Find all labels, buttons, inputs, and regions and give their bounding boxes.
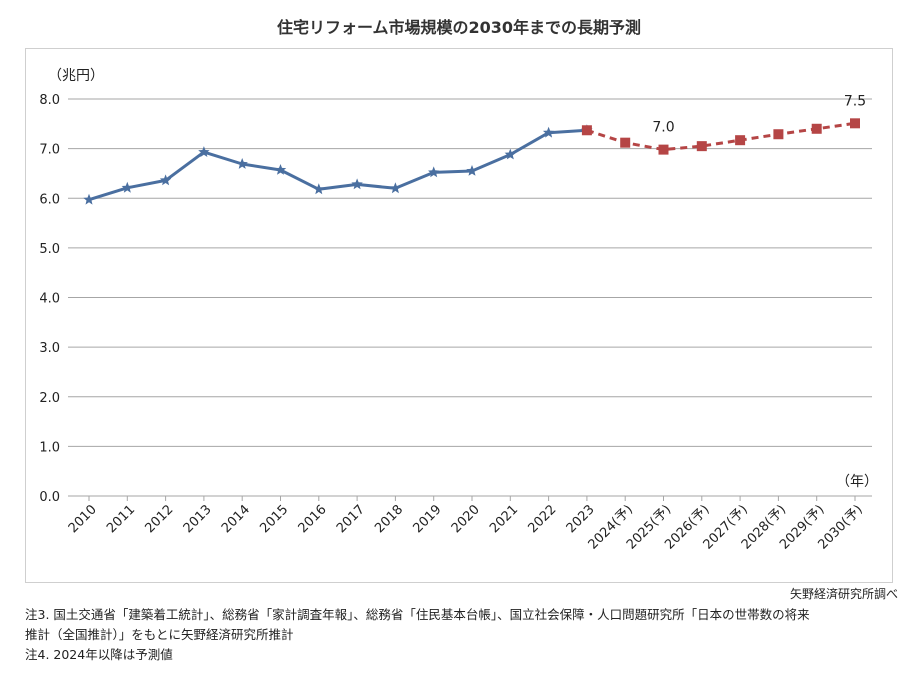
x-tick-label: 2014	[219, 502, 253, 536]
y-tick-label: 7.0	[39, 143, 60, 158]
forecast-data-point	[735, 135, 746, 146]
actual-data-point	[542, 126, 555, 138]
y-tick-label: 5.0	[39, 242, 60, 257]
y-tick-label: 3.0	[39, 341, 60, 356]
x-tick-label: 2010	[66, 502, 100, 536]
actual-data-point	[466, 165, 478, 176]
x-tick-label: 2011	[104, 502, 138, 536]
footnote-3-line-2: 推計（全国推計）」をもとに矢野経済研究所推計	[25, 627, 294, 642]
y-tick-label: 1.0	[39, 440, 60, 455]
line-chart: 0.01.02.03.04.05.06.07.08.0（兆円）（年）2010 20…	[39, 68, 878, 553]
forecast-series-line	[586, 121, 856, 152]
actual-series-line	[88, 128, 587, 202]
y-tick-label: 8.0	[39, 93, 60, 108]
actual-data-point	[121, 181, 133, 193]
y-axis-label: （兆円）	[48, 68, 104, 84]
y-tick-label: 6.0	[39, 192, 60, 207]
x-tick-label: 2022	[525, 502, 559, 536]
x-tick-label: 2016	[296, 502, 330, 536]
x-tick-label: 2019	[411, 502, 445, 536]
actual-data-point	[274, 164, 287, 175]
actual-data-point	[313, 183, 325, 195]
x-tick-label: 2018	[372, 502, 406, 536]
x-tick-label: 2021	[487, 502, 521, 536]
forecast-data-point	[658, 144, 669, 155]
source-credit: 矢野経済研究所調べ	[789, 587, 898, 601]
forecast-data-point	[850, 118, 860, 129]
actual-data-point	[159, 174, 172, 186]
x-tick-label: 2020	[449, 502, 483, 536]
forecast-data-point	[773, 129, 784, 140]
y-tick-label: 4.0	[39, 292, 60, 307]
actual-data-point	[236, 158, 248, 169]
footnotes: 注3. 国土交通省「建築着工統計」、総務省「家計調査年報」、総務省「住民基本台帳…	[25, 605, 905, 665]
x-axis-label: （年）	[836, 474, 878, 490]
x-tick-label: 2015	[257, 502, 291, 536]
x-tick-label: 2017	[334, 502, 368, 536]
data-label: 7.5	[844, 93, 866, 109]
footnote-3-line-1: 注3. 国土交通省「建築着工統計」、総務省「家計調査年報」、総務省「住民基本台帳…	[25, 607, 810, 622]
actual-data-point	[83, 193, 95, 205]
x-tick-label: 2012	[142, 502, 176, 536]
x-tick-label: 2013	[181, 502, 215, 536]
forecast-data-point	[696, 141, 707, 152]
chart-title: 住宅リフォーム市場規模の2030年までの長期予測	[276, 18, 642, 37]
y-tick-label: 0.0	[39, 490, 60, 505]
footnote-4: 注4. 2024年以降は予測値	[25, 647, 173, 662]
actual-data-point	[351, 178, 363, 190]
actual-data-point	[198, 146, 210, 157]
actual-data-point	[504, 148, 516, 160]
forecast-data-point	[811, 123, 822, 134]
y-tick-label: 2.0	[39, 391, 60, 406]
actual-data-point	[428, 166, 440, 178]
chart-frame	[25, 48, 893, 583]
actual-data-point	[389, 182, 402, 194]
data-label: 7.0	[652, 120, 674, 136]
forecast-data-point	[581, 125, 592, 136]
forecast-data-point	[620, 137, 631, 148]
x-tick-label: 2023	[564, 502, 598, 536]
